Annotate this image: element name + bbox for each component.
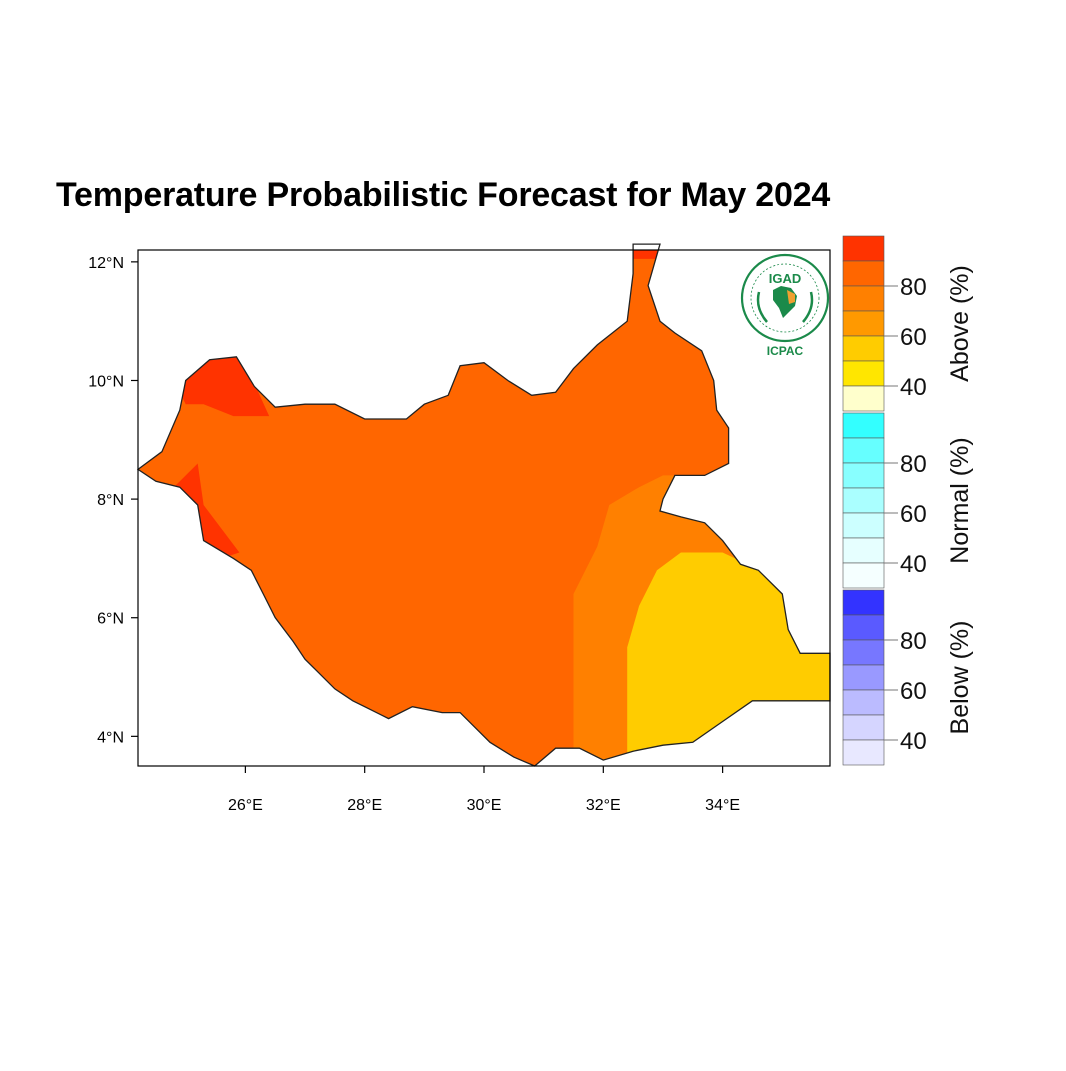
legend-group-1: 80 60 40 Normal (%): [842, 412, 974, 589]
region-above-50: [627, 552, 830, 766]
x-tick-label: 32°E: [586, 797, 621, 814]
legend-label: 80: [900, 274, 927, 301]
legend-swatch: [842, 437, 885, 464]
legend-label: 80: [900, 451, 927, 478]
probability-legend: 80 60 40 Above (%) 80 60 40 Normal (%) 80 60 40 Bel…: [842, 235, 974, 766]
legend-swatch: [842, 335, 885, 362]
logo-centre-text: ICPAC: [767, 344, 804, 358]
legend-swatch: [842, 664, 885, 691]
laurel-icon: [756, 291, 814, 323]
legend-swatch: [842, 487, 885, 514]
y-tick-label: 6°N: [97, 611, 124, 628]
legend-swatch: [842, 714, 885, 741]
legend-group-title: Above (%): [946, 265, 974, 382]
legend-swatch: [842, 614, 885, 641]
legend-group-title: Normal (%): [946, 437, 974, 563]
y-tick-label: 8°N: [97, 492, 124, 509]
y-tick-label: 4°N: [97, 729, 124, 746]
region-above-90-west: [173, 463, 240, 559]
x-tick-label: 34°E: [705, 797, 740, 814]
legend-swatch: [842, 462, 885, 489]
x-tick-label: 30°E: [467, 797, 502, 814]
logo-igad-text: IGAD: [769, 271, 802, 286]
region-above-90-tip: [627, 250, 657, 259]
icpac-logo: IGAD ICPAC: [740, 253, 830, 358]
region-above-90-north: [179, 350, 270, 417]
legend-label: 60: [900, 324, 927, 351]
legend-swatch: [842, 739, 885, 766]
legend-swatch: [842, 385, 885, 412]
legend-swatch: [842, 260, 885, 287]
legend-swatch: [842, 562, 885, 589]
legend-group-0: 80 60 40 Above (%): [842, 235, 974, 412]
y-axis: 4°N 6°N 8°N 10°N 12°N: [88, 255, 138, 746]
legend-swatch: [842, 537, 885, 564]
legend-label: 80: [900, 628, 927, 655]
legend-group-title: Below (%): [946, 621, 974, 735]
legend-label: 60: [900, 678, 927, 705]
legend-swatch: [842, 310, 885, 337]
legend-swatch: [842, 412, 885, 439]
y-tick-label: 12°N: [88, 255, 124, 272]
map-title: Temperature Probabilistic Forecast for M…: [56, 176, 831, 214]
legend-swatch: [842, 689, 885, 716]
x-axis: 26°E 28°E 30°E 32°E 34°E: [228, 766, 740, 814]
legend-label: 40: [900, 728, 927, 755]
legend-swatch: [842, 589, 885, 616]
y-tick-label: 10°N: [88, 373, 124, 390]
legend-label: 60: [900, 501, 927, 528]
legend-swatch: [842, 512, 885, 539]
legend-group-2: 80 60 40 Below (%): [842, 589, 974, 766]
legend-swatch: [842, 360, 885, 387]
legend-swatch: [842, 285, 885, 312]
legend-swatch: [842, 235, 885, 262]
legend-label: 40: [900, 551, 927, 578]
x-tick-label: 26°E: [228, 797, 263, 814]
legend-label: 40: [900, 374, 927, 401]
country-outline: [136, 243, 831, 767]
x-tick-label: 28°E: [347, 797, 382, 814]
legend-swatch: [842, 639, 885, 666]
border-line: [136, 243, 831, 767]
